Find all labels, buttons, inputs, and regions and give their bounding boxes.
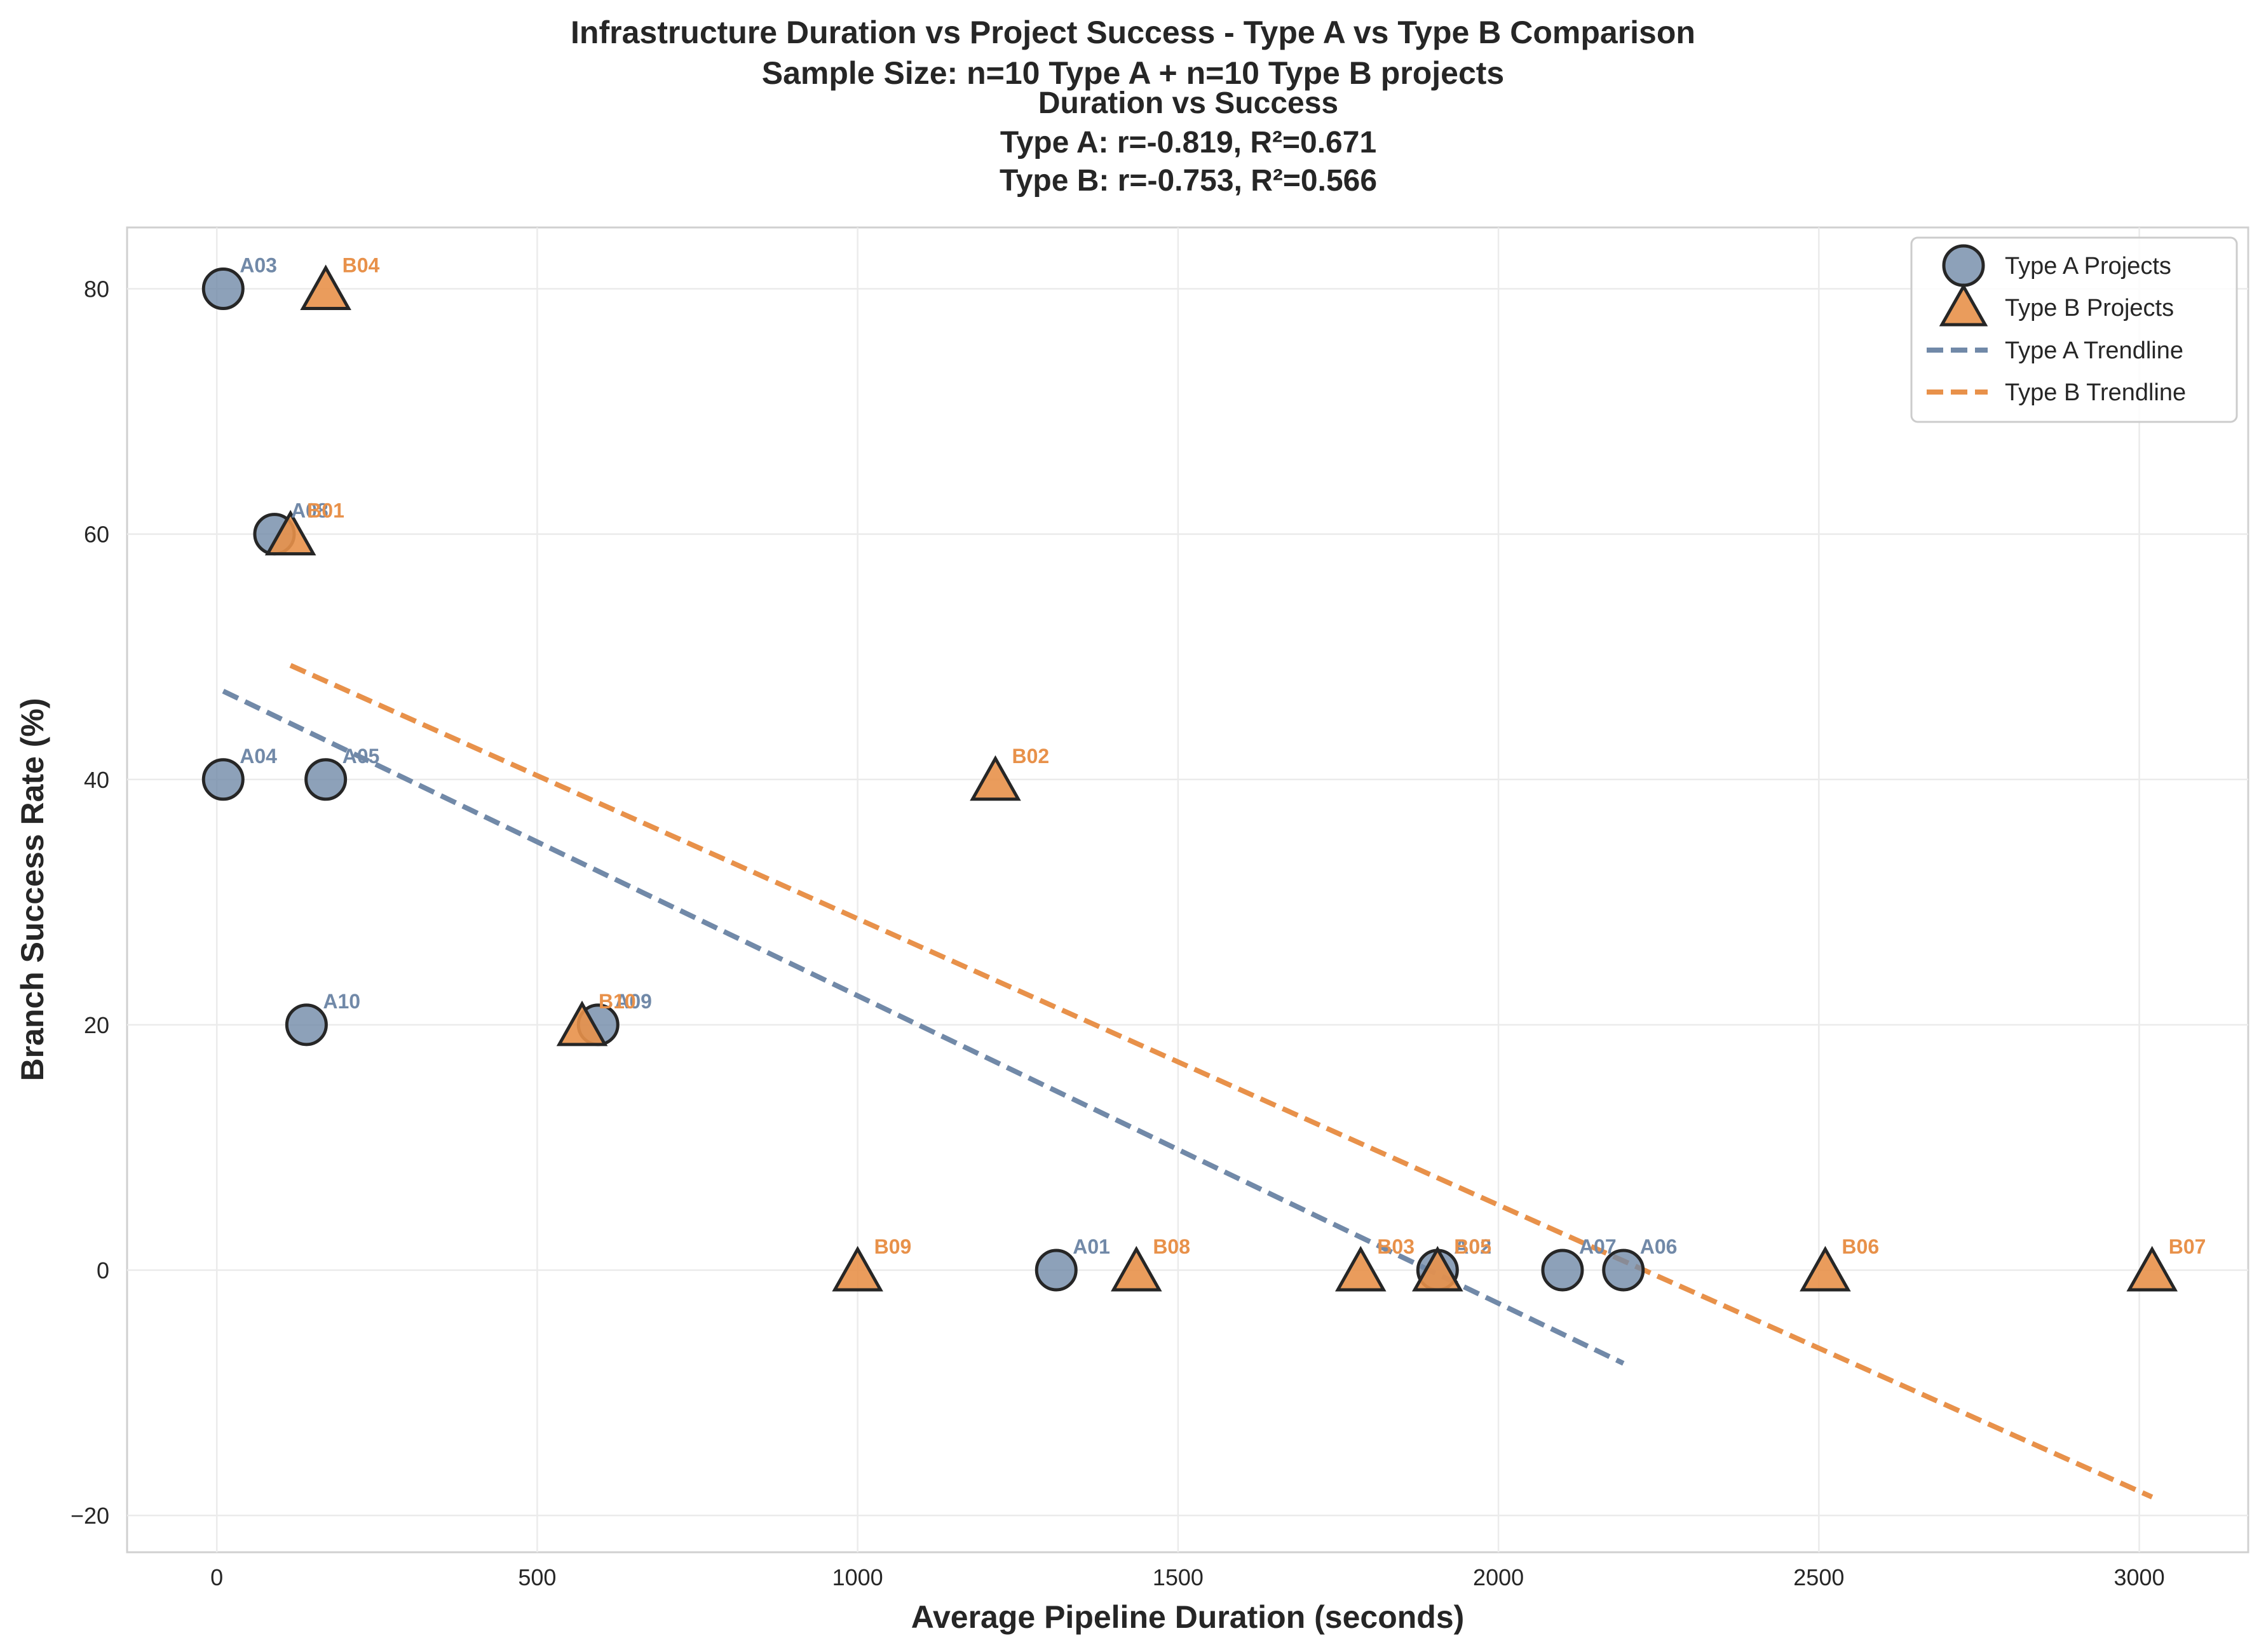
- legend: Type A Projects Type B Projects Type A T…: [1910, 236, 2238, 423]
- axes-title-line-1: Duration vs Success: [1038, 86, 1338, 120]
- plot-area: [126, 226, 2249, 1554]
- type-a-point-A06: [1602, 1249, 1645, 1292]
- x-tick-label: 500: [518, 1564, 556, 1590]
- x-tick-label: 2000: [1473, 1564, 1524, 1590]
- point-label-A02: A02: [1454, 1235, 1491, 1258]
- point-label-A09: A09: [614, 990, 652, 1013]
- type-b-point-B09: [832, 1245, 883, 1292]
- type-b-point-B04: [300, 264, 351, 311]
- point-label-A07: A07: [1579, 1235, 1617, 1258]
- legend-frame: [1910, 236, 2238, 423]
- y-tick-label: −20: [71, 1503, 109, 1529]
- point-label-A04: A04: [240, 745, 277, 768]
- axes-title-line-2: Type A: r=-0.819, R²=0.671: [1000, 126, 1376, 159]
- type-a-point-A03: [201, 267, 245, 311]
- suptitle-line-2: Sample Size: n=10 Type A + n=10 Type B p…: [762, 55, 1504, 91]
- y-tick-label: 40: [84, 767, 109, 793]
- point-label-B04: B04: [343, 254, 380, 277]
- point-label-B06: B06: [1842, 1235, 1879, 1258]
- point-label-A01: A01: [1073, 1235, 1110, 1258]
- type-a-point-A04: [201, 758, 245, 801]
- legend-type-b-label: Type B Projects: [2005, 295, 2174, 322]
- point-label-A06: A06: [1640, 1235, 1678, 1258]
- x-tick-label: 2500: [1793, 1564, 1844, 1590]
- type-a-point-A01: [1035, 1249, 1078, 1292]
- point-label-A05: A05: [343, 745, 380, 768]
- x-axis-label: Average Pipeline Duration (seconds): [911, 1599, 1465, 1635]
- point-label-A08: A08: [291, 499, 329, 522]
- point-label-A03: A03: [240, 254, 277, 277]
- x-tick-label: 1500: [1153, 1564, 1204, 1590]
- legend-type-b-marker: [1939, 283, 1988, 327]
- axes-title-line-3: Type B: r=-0.753, R²=0.566: [1000, 164, 1377, 198]
- type-b-point-B01: [264, 510, 316, 556]
- type-b-point-B05: [1412, 1245, 1463, 1292]
- type-a-point-A10: [285, 1003, 328, 1046]
- point-label-B05: B05: [1454, 1235, 1491, 1258]
- point-label-B03: B03: [1377, 1235, 1415, 1258]
- type-b-point-B08: [1111, 1245, 1162, 1292]
- point-label-B08: B08: [1153, 1235, 1190, 1258]
- type-a-point-A07: [1541, 1249, 1584, 1292]
- legend-type-b-trend-label: Type B Trendline: [2005, 379, 2186, 406]
- x-tick-label: 1000: [832, 1564, 883, 1590]
- type-b-point-B06: [1800, 1245, 1851, 1292]
- type-b-trendline: [289, 663, 2154, 1500]
- x-tick-label: 0: [210, 1564, 223, 1590]
- y-axis-label: Branch Success Rate (%): [15, 698, 50, 1081]
- legend-type-a-trend-label: Type A Trendline: [2005, 337, 2183, 364]
- type-b-point-B07: [2126, 1245, 2178, 1292]
- type-a-trendline: [222, 689, 1625, 1366]
- point-label-B02: B02: [1012, 745, 1049, 768]
- point-label-B01: B01: [307, 499, 344, 522]
- legend-type-a-marker: [1942, 244, 1985, 287]
- y-tick-label: 80: [84, 276, 109, 302]
- point-label-B09: B09: [874, 1235, 912, 1258]
- y-tick-label: 20: [84, 1012, 109, 1038]
- type-b-point-B03: [1335, 1245, 1387, 1292]
- point-label-A10: A10: [323, 990, 360, 1013]
- x-tick-label: 3000: [2114, 1564, 2165, 1590]
- y-tick-label: 0: [97, 1257, 109, 1283]
- type-b-point-B10: [556, 1000, 608, 1046]
- point-label-B07: B07: [2169, 1235, 2206, 1258]
- legend-type-a-label: Type A Projects: [2005, 253, 2171, 280]
- suptitle-line-1: Infrastructure Duration vs Project Succe…: [571, 15, 1695, 50]
- type-b-point-B02: [970, 755, 1021, 801]
- type-a-point-A05: [304, 758, 348, 801]
- point-label-B10: B10: [599, 990, 636, 1013]
- y-tick-label: 60: [84, 522, 109, 548]
